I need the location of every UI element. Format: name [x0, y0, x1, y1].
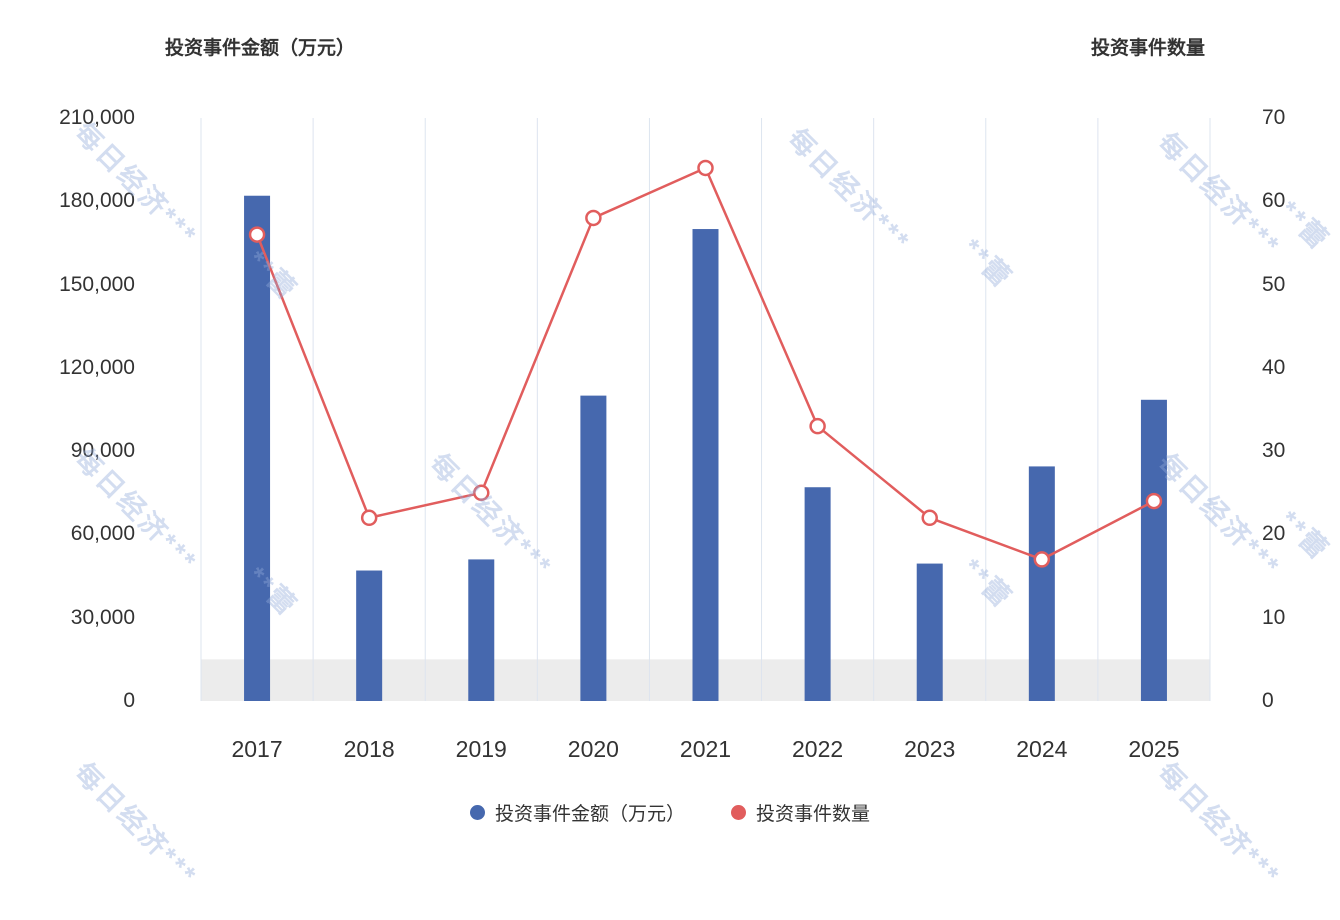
y-axis-left-tick-60,000: 60,000	[70, 522, 135, 546]
bar-2017[interactable]	[244, 195, 271, 701]
legend-item-amount-label: 投资事件金额（万元）	[494, 804, 685, 825]
x-axis-label-2023: 2023	[904, 736, 956, 762]
x-axis-label-2017: 2017	[231, 736, 283, 762]
left-axis-title: 投资事件金额（万元）	[165, 38, 356, 59]
x-axis-label-2025: 2025	[1128, 736, 1180, 762]
line-point-2021[interactable]	[697, 159, 714, 177]
y-axis-right-tick-0: 0	[1262, 689, 1274, 712]
bar-2019[interactable]	[468, 559, 495, 701]
line-point-2018[interactable]	[360, 509, 378, 527]
line-point-2025[interactable]	[1145, 492, 1163, 510]
y-axis-right-tick-40: 40	[1262, 355, 1286, 379]
bar-2022[interactable]	[804, 487, 831, 701]
x-axis-label-2021: 2021	[679, 736, 732, 762]
bar-2023[interactable]	[916, 563, 943, 701]
y-axis-left-tick-210,000: 210,000	[59, 106, 135, 129]
line-point-2024[interactable]	[1033, 551, 1051, 568]
bar-2021[interactable]	[692, 229, 719, 702]
y-axis-right-tick-60: 60	[1262, 189, 1286, 213]
right-axis-title: 投资事件数量	[1090, 38, 1205, 59]
x-axis-label-2022: 2022	[792, 736, 844, 762]
y-axis-left-tick-0: 0	[123, 689, 135, 712]
legend-item-count[interactable]: 投资事件数量	[731, 799, 870, 826]
y-axis-right-tick-10: 10	[1262, 605, 1286, 629]
y-axis-left-tick-150,000: 150,000	[59, 272, 135, 296]
bar-2025[interactable]	[1140, 399, 1167, 701]
y-axis-right-tick-30: 30	[1262, 439, 1286, 463]
line-point-2017[interactable]	[248, 226, 266, 243]
y-axis-left-tick-90,000: 90,000	[70, 439, 135, 463]
y-axis-right-tick-70: 70	[1262, 106, 1286, 129]
x-axis-label-2020: 2020	[567, 736, 619, 762]
line-point-2019[interactable]	[473, 484, 490, 502]
y-axis-right-tick-50: 50	[1262, 272, 1286, 296]
y-axis-right-tick-20: 20	[1262, 522, 1286, 546]
y-axis-left-tick-180,000: 180,000	[59, 189, 135, 213]
x-axis-label-2024: 2024	[1016, 736, 1068, 762]
bar-2018[interactable]	[356, 570, 383, 701]
bar-series-swatch-icon	[469, 805, 485, 820]
x-axis-label-2018: 2018	[343, 736, 395, 762]
line-point-2022[interactable]	[809, 417, 826, 435]
x-axis-label-2019: 2019	[455, 736, 507, 762]
bar-2024[interactable]	[1028, 466, 1055, 701]
line-point-2020[interactable]	[585, 209, 602, 227]
legend: 投资事件金额（万元） 投资事件数量	[0, 799, 1340, 826]
line-series-swatch-icon	[731, 805, 746, 820]
line-point-2023[interactable]	[921, 509, 938, 527]
bar-2020[interactable]	[580, 395, 607, 701]
legend-item-amount[interactable]: 投资事件金额（万元）	[469, 799, 685, 826]
y-axis-left-tick-120,000: 120,000	[59, 355, 135, 379]
legend-item-count-label: 投资事件数量	[756, 804, 871, 825]
y-axis-left-tick-30,000: 30,000	[70, 605, 135, 629]
